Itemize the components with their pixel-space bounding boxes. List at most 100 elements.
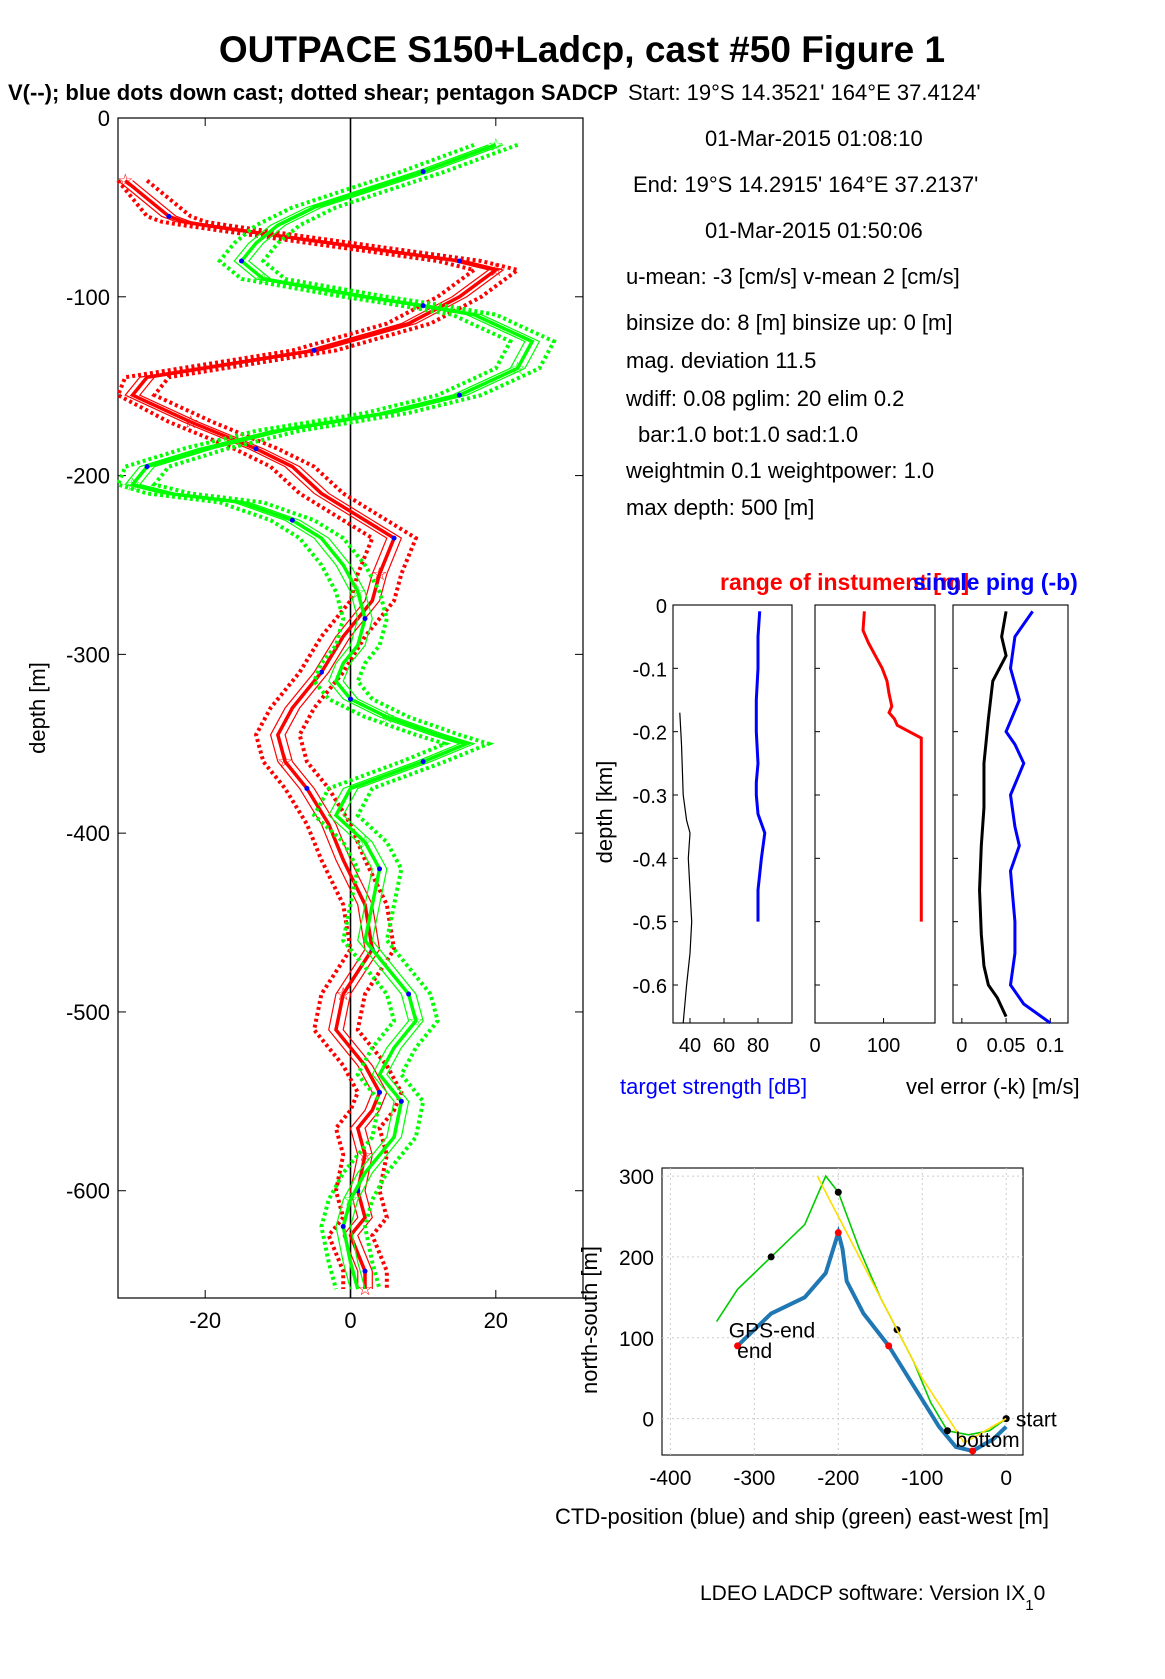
downcast-dot (420, 759, 426, 765)
y-tick-label: 200 (619, 1247, 654, 1270)
main-series: ☆☆☆☆☆☆☆☆☆☆☆☆☆☆☆☆☆ (115, 135, 557, 1299)
y-tick-label: -600 (66, 1179, 110, 1204)
y-tick-label: -0.1 (633, 659, 667, 681)
y-tick-label: -200 (66, 464, 110, 489)
panel-box (672, 604, 793, 1024)
x-tick-label: -100 (901, 1467, 943, 1490)
target-strength-panel: 0 -0.1 -0.2 -0.3 -0.4 -0.5 -0.6 40 60 80 (633, 596, 793, 1057)
sadcp-star-marker: ☆ (117, 171, 133, 191)
info-bar: bar:1.0 bot:1.0 sad:1.0 (638, 422, 858, 447)
sadcp-star-marker: ☆ (488, 260, 504, 280)
panel-box (952, 604, 1069, 1024)
single-ping-title: single ping (-b) (913, 569, 1078, 595)
sadcp-star-marker: ☆ (357, 832, 373, 852)
ts-panel-y-label: depth [km] (592, 761, 617, 864)
x-tick-label: 0 (1000, 1467, 1012, 1490)
ship-fix-dot (767, 1253, 775, 1261)
sadcp-star-marker: ☆ (277, 752, 293, 772)
x-tick-label: -200 (817, 1467, 859, 1490)
profile-line (117, 180, 490, 1290)
downcast-dot (348, 696, 353, 702)
downcast-dot (166, 213, 172, 219)
footer-main: LDEO LADCP software: Version IX (700, 1582, 1025, 1605)
downcast-dot (318, 669, 324, 675)
shear-lower-line (115, 142, 514, 1290)
position-label: GPS-end (729, 1320, 815, 1343)
info-maxdepth: max depth: 500 [m] (626, 495, 814, 520)
shear-upper-line (150, 142, 557, 1290)
sadcp-star-marker: ☆ (342, 1190, 358, 1210)
downcast-dot (289, 517, 295, 523)
figure-title: OUTPACE S150+Ladcp, cast #50 Figure 1 (219, 29, 945, 70)
downcast-dot (311, 347, 317, 353)
x-tick-label: 0 (809, 1035, 820, 1057)
pos-panel-x-label: CTD-position (blue) and ship (green) eas… (555, 1504, 1049, 1529)
downcast-dot (420, 303, 426, 309)
software-footer: LDEO LADCP software: Version IX10 (700, 1582, 1045, 1614)
sadcp-star-marker: ☆ (350, 582, 366, 602)
velocity-error-panel: 0 0.05 0.1 (952, 604, 1069, 1057)
sadcp-star-marker: ☆ (357, 1145, 373, 1165)
downcast-dot (340, 1223, 346, 1229)
sadcp-star-marker: ☆ (379, 707, 395, 727)
y-tick-label: -0.5 (633, 913, 667, 935)
red-series-line (861, 611, 923, 922)
info-mag: mag. deviation 11.5 (626, 348, 816, 373)
profile-line (124, 144, 526, 1290)
info-wdiff: wdiff: 0.08 pglim: 20 elim 0.2 (625, 386, 904, 411)
black-series-line (978, 611, 1008, 1018)
range-panel-title: range of instument [m] (720, 569, 969, 595)
position-label: start (1016, 1409, 1057, 1432)
x-tick-label: -300 (733, 1467, 775, 1490)
footer-subscript: 1 (1025, 1597, 1033, 1614)
instrument-range-panel: 0 100 (809, 604, 936, 1057)
y-tick-label: 0 (656, 596, 667, 618)
y-tick-label: -0.4 (633, 849, 667, 871)
x-tick-label: 0.1 (1036, 1035, 1064, 1057)
y-tick-label: -0.3 (633, 786, 667, 808)
downcast-dot (391, 535, 397, 541)
cast-info-block: Start: 19°S 14.3521' 164°E 37.4124' 01-M… (625, 80, 981, 520)
velocity-profile-plot: 0-100-200-300-400-500-600-20 0 20 depth [m… (25, 106, 584, 1333)
sadcp-star-marker: ☆ (255, 269, 271, 289)
x-tick-label: 100 (867, 1035, 900, 1057)
info-end-time: 01-Mar-2015 01:50:06 (705, 218, 923, 243)
y-tick-label: 0 (642, 1409, 654, 1432)
ship-fix-dot (943, 1427, 951, 1435)
x-tick-label: 0 (344, 1308, 356, 1333)
position-label: bottom (955, 1429, 1019, 1452)
ctd-track-line (736, 1225, 1008, 1454)
downcast-dot (253, 446, 259, 452)
ctd-fix-dot (834, 1229, 842, 1237)
info-end: End: 19°S 14.2915' 164°E 37.2137' (633, 172, 978, 197)
downcast-dot (304, 785, 310, 791)
downcast-dot (377, 866, 383, 872)
x-tick-label: -20 (189, 1308, 221, 1333)
ctd-fix-dot (885, 1342, 893, 1350)
sadcp-star-marker: ☆ (408, 1011, 424, 1031)
gps-track-line (816, 1175, 1007, 1444)
x-tick-label: 0 (956, 1035, 967, 1057)
y-tick-label: -300 (66, 642, 110, 667)
downcast-dot (406, 991, 412, 997)
black-series-line (679, 712, 693, 1024)
info-means: u-mean: -3 [cm/s] v-mean 2 [cm/s] (626, 264, 960, 289)
x-tick-label: -400 (649, 1467, 691, 1490)
downcast-dot (362, 1268, 368, 1274)
footer-tail: 0 (1034, 1582, 1046, 1605)
sadcp-star-marker: ☆ (183, 412, 199, 432)
y-tick-label: -100 (66, 285, 110, 310)
x-tick-label: 20 (484, 1308, 508, 1333)
main-ticks: 0-100-200-300-400-500-600-20 0 20 (66, 106, 583, 1333)
downcast-dot (456, 258, 462, 264)
downcast-dot (420, 169, 426, 175)
x-tick-label: 40 (679, 1035, 701, 1057)
y-tick-label: -500 (66, 1000, 110, 1025)
downcast-dot (144, 464, 150, 470)
y-tick-label: 0 (98, 106, 110, 131)
position-label: end (737, 1340, 772, 1363)
sadcp-star-marker: ☆ (371, 564, 387, 584)
y-tick-label: -0.6 (633, 976, 667, 998)
